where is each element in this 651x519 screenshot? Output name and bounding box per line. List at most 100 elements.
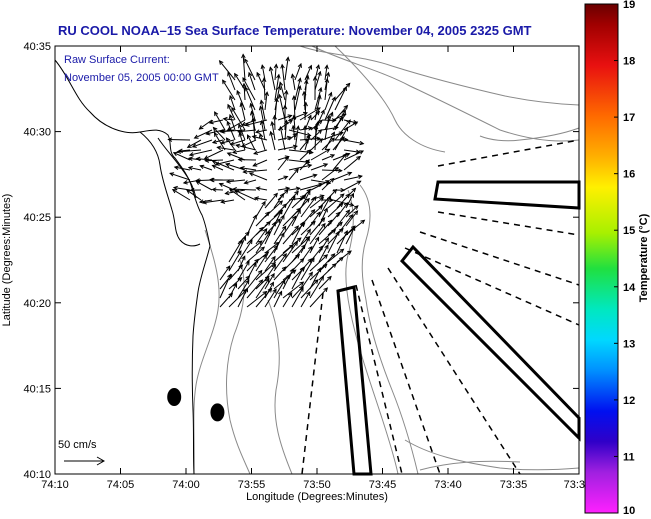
coastline-segment bbox=[191, 245, 211, 475]
current-vector bbox=[256, 71, 266, 91]
current-vector bbox=[343, 139, 365, 146]
current-vector bbox=[318, 195, 332, 218]
current-vector bbox=[282, 190, 299, 209]
current-vector bbox=[226, 152, 246, 161]
current-vector bbox=[277, 119, 294, 131]
current-vector bbox=[261, 77, 267, 101]
current-vector bbox=[244, 58, 256, 81]
current-vector bbox=[277, 144, 298, 151]
current-vector bbox=[345, 219, 366, 236]
current-vector bbox=[312, 75, 318, 101]
current-vector bbox=[264, 91, 269, 111]
current-vector bbox=[309, 236, 320, 254]
current-vector bbox=[300, 279, 319, 299]
current-vector bbox=[300, 190, 311, 209]
current-vector bbox=[309, 287, 329, 308]
current-vector bbox=[332, 171, 353, 181]
depth-contour bbox=[311, 45, 580, 142]
sector-line bbox=[437, 139, 580, 167]
colorbar-tick-label: 12 bbox=[623, 395, 635, 407]
radial-sectors bbox=[301, 139, 580, 475]
current-vector bbox=[299, 136, 321, 141]
current-vector bbox=[208, 119, 224, 125]
current-vector bbox=[199, 164, 213, 171]
current-vector bbox=[237, 255, 246, 272]
y-tick-label: 40:20 bbox=[23, 298, 51, 310]
current-vector bbox=[201, 199, 224, 205]
current-vector bbox=[282, 281, 305, 299]
current-vector bbox=[343, 174, 363, 181]
current-vector bbox=[264, 263, 277, 281]
current-vector bbox=[343, 150, 365, 161]
current-vector bbox=[282, 195, 296, 218]
current-vector bbox=[310, 148, 331, 161]
current-vector bbox=[234, 72, 246, 91]
current-vector bbox=[290, 73, 296, 91]
x-tick-label: 73:35 bbox=[500, 479, 528, 491]
current-vector bbox=[284, 56, 290, 81]
current-vector bbox=[188, 149, 213, 157]
current-vector bbox=[300, 208, 316, 227]
current-vector bbox=[273, 192, 285, 209]
current-vector bbox=[321, 137, 335, 151]
current-vector bbox=[211, 164, 224, 171]
station-markers bbox=[167, 387, 225, 422]
current-vector bbox=[300, 236, 310, 254]
scale-arrow-head bbox=[96, 456, 106, 466]
current-vector bbox=[237, 235, 247, 254]
current-vector bbox=[345, 225, 356, 245]
current-vector bbox=[294, 85, 302, 111]
current-vector bbox=[195, 156, 213, 162]
current-vector bbox=[218, 60, 236, 81]
depth-contour bbox=[267, 299, 293, 475]
current-vector bbox=[314, 86, 323, 111]
current-vector bbox=[324, 64, 329, 81]
current-vector bbox=[309, 267, 322, 290]
current-vector bbox=[218, 182, 235, 191]
current-vector bbox=[273, 209, 283, 227]
current-vector bbox=[251, 134, 268, 141]
current-vector bbox=[264, 192, 278, 209]
current-vector bbox=[236, 89, 246, 111]
current-vector bbox=[274, 73, 281, 101]
current-vector bbox=[288, 186, 301, 192]
current-vector bbox=[291, 197, 310, 218]
current-vector bbox=[334, 86, 347, 111]
current-vector bbox=[310, 138, 324, 151]
current-vector bbox=[318, 244, 329, 263]
current-vector bbox=[186, 139, 202, 148]
current-vector bbox=[282, 268, 294, 290]
depth-contour bbox=[404, 439, 580, 471]
current-vector bbox=[241, 53, 246, 81]
current-vector bbox=[332, 137, 349, 142]
current-vector bbox=[277, 175, 289, 181]
current-vector bbox=[246, 214, 257, 236]
current-vector bbox=[336, 209, 351, 227]
current-vector bbox=[226, 119, 246, 131]
current-vector bbox=[291, 194, 307, 209]
current-vector bbox=[260, 64, 266, 81]
depth-contour bbox=[226, 259, 251, 475]
current-vector bbox=[222, 116, 235, 122]
current-vector bbox=[176, 149, 202, 154]
current-vector bbox=[205, 129, 224, 136]
x-axis: 74:10 74:05 74:00 73:55 73:50 73:45 73:40 73:35… bbox=[41, 46, 585, 491]
current-vector bbox=[273, 253, 287, 272]
x-tick-label: 73:40 bbox=[434, 479, 462, 491]
current-vector bbox=[318, 275, 332, 290]
current-vector bbox=[253, 149, 268, 155]
current-vector bbox=[238, 123, 246, 141]
current-vector bbox=[273, 290, 283, 308]
current-vector bbox=[211, 160, 235, 171]
current-vector bbox=[264, 272, 275, 290]
current-vector bbox=[318, 237, 330, 254]
colorbar-tick-label: 16 bbox=[623, 169, 635, 181]
current-vector bbox=[282, 237, 302, 254]
station-marker bbox=[210, 403, 225, 422]
current-vector bbox=[246, 240, 263, 254]
scale-label: 50 cm/s bbox=[58, 439, 97, 451]
current-vector bbox=[248, 172, 268, 181]
current-vector bbox=[277, 135, 292, 141]
current-vector bbox=[171, 189, 191, 201]
current-vector bbox=[255, 211, 270, 227]
